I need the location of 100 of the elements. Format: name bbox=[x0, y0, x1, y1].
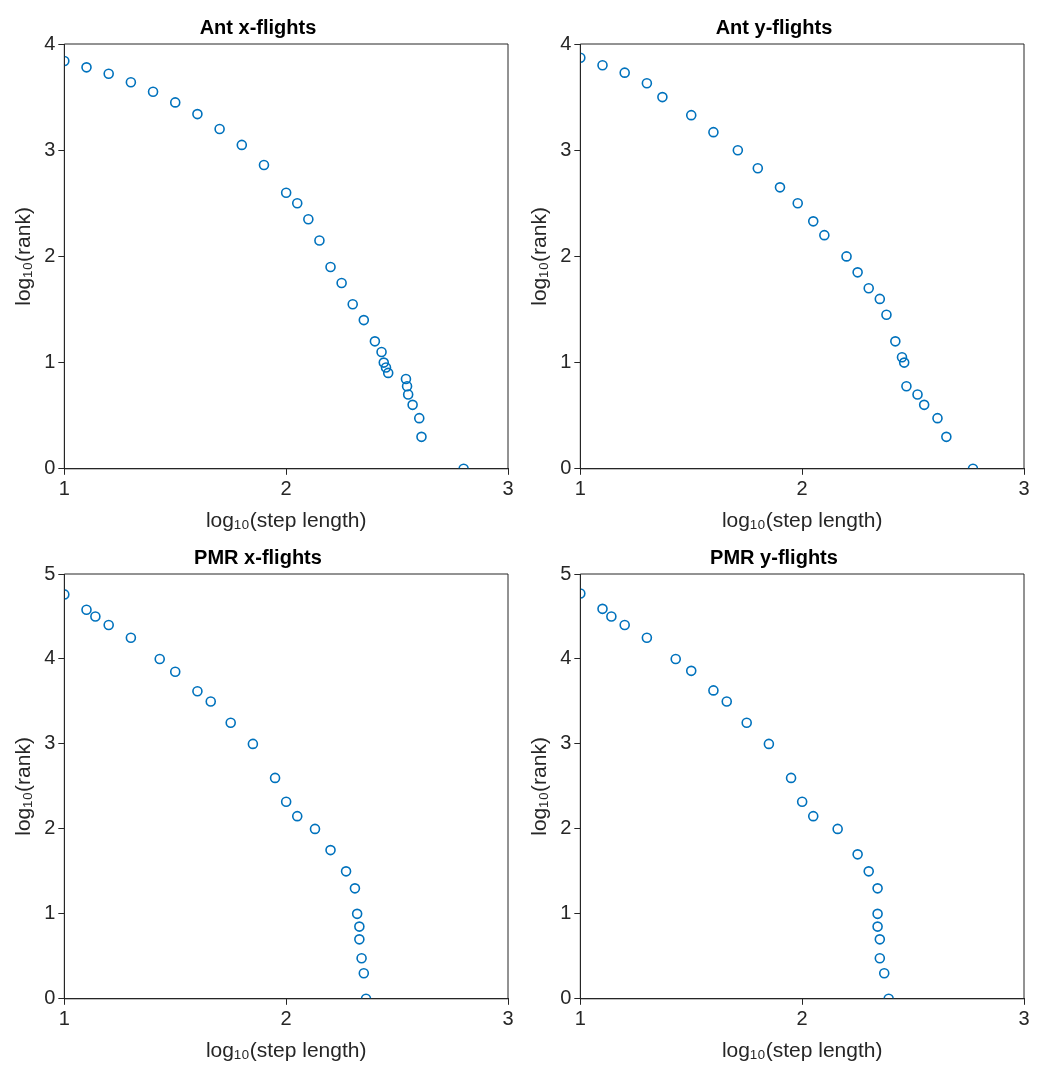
point bbox=[354, 934, 365, 945]
x-tick-label: 2 bbox=[280, 477, 292, 500]
y-tick-label: 2 bbox=[560, 243, 572, 266]
point bbox=[291, 198, 303, 209]
x-tick-label: 3 bbox=[1018, 1007, 1030, 1030]
y-tick-label: 3 bbox=[560, 731, 572, 754]
point bbox=[413, 412, 425, 424]
point bbox=[90, 611, 101, 622]
point bbox=[841, 251, 852, 262]
y-tick-label: 4 bbox=[44, 31, 56, 54]
point bbox=[314, 235, 325, 246]
y-tick-label: 2 bbox=[44, 243, 56, 266]
y-axis-title: log₁₀(rank) bbox=[11, 207, 35, 306]
chart-title: PMR y-flights bbox=[710, 545, 838, 568]
point bbox=[336, 277, 347, 289]
x-tick-label: 1 bbox=[574, 477, 586, 500]
point bbox=[619, 619, 630, 631]
point bbox=[351, 908, 363, 920]
point bbox=[619, 67, 630, 78]
y-tick-label: 4 bbox=[44, 646, 56, 669]
point bbox=[597, 59, 608, 71]
x-tick-label: 3 bbox=[1018, 477, 1030, 500]
point bbox=[918, 399, 930, 411]
y-tick-label: 1 bbox=[560, 901, 572, 924]
point bbox=[81, 62, 92, 73]
point bbox=[763, 738, 775, 750]
point bbox=[291, 810, 303, 822]
point bbox=[103, 68, 114, 80]
point bbox=[349, 883, 361, 894]
y-tick-label: 0 bbox=[560, 456, 572, 479]
y-tick-label: 0 bbox=[560, 986, 572, 1009]
x-tick-label: 3 bbox=[502, 477, 514, 500]
point bbox=[81, 604, 92, 615]
chart-title: Ant x-flights bbox=[199, 15, 317, 38]
point bbox=[325, 261, 336, 273]
point bbox=[192, 685, 203, 697]
point bbox=[872, 908, 883, 920]
point bbox=[214, 123, 225, 135]
point bbox=[863, 282, 875, 294]
point bbox=[258, 159, 270, 171]
point bbox=[807, 810, 819, 822]
point bbox=[807, 216, 819, 227]
point bbox=[347, 298, 359, 310]
x-tick-label: 3 bbox=[502, 1007, 514, 1030]
y-tick-label: 4 bbox=[560, 646, 572, 669]
point bbox=[378, 357, 390, 368]
point bbox=[269, 772, 281, 784]
y-axis-title: log₁₀(rank) bbox=[527, 737, 551, 836]
point bbox=[732, 144, 744, 156]
point bbox=[225, 717, 236, 728]
point bbox=[878, 967, 890, 979]
point bbox=[154, 653, 166, 665]
point bbox=[881, 309, 892, 321]
point bbox=[400, 373, 412, 385]
point bbox=[340, 866, 352, 877]
point bbox=[358, 967, 370, 979]
y-tick-label: 5 bbox=[560, 561, 572, 584]
point bbox=[721, 696, 733, 707]
point bbox=[932, 412, 943, 424]
y-tick-label: 2 bbox=[560, 816, 572, 839]
point bbox=[169, 666, 181, 677]
point bbox=[901, 380, 912, 392]
x-tick-label: 2 bbox=[280, 1007, 292, 1030]
point bbox=[872, 921, 883, 932]
point bbox=[685, 665, 697, 677]
point bbox=[103, 619, 114, 631]
point bbox=[896, 351, 908, 363]
point bbox=[874, 934, 886, 945]
x-axis-title: log₁₀(step length) bbox=[721, 508, 883, 532]
y-axis-title: log₁₀(rank) bbox=[11, 737, 35, 836]
point bbox=[785, 772, 797, 784]
y-tick-label: 3 bbox=[44, 137, 56, 160]
point bbox=[874, 952, 886, 964]
point bbox=[874, 293, 886, 305]
point bbox=[819, 229, 830, 241]
point bbox=[407, 399, 418, 411]
point bbox=[863, 866, 875, 877]
point bbox=[708, 685, 719, 696]
point bbox=[280, 187, 292, 198]
point bbox=[247, 738, 259, 750]
point bbox=[402, 389, 414, 400]
y-axis-title: log₁₀(rank) bbox=[527, 207, 551, 306]
point bbox=[641, 632, 653, 644]
chart-title: Ant y-flights bbox=[715, 15, 833, 38]
point bbox=[382, 367, 394, 379]
point bbox=[852, 849, 863, 860]
x-axis-title: log₁₀(step length) bbox=[205, 508, 367, 532]
point bbox=[401, 380, 413, 392]
x-tick-label: 1 bbox=[58, 477, 70, 500]
point bbox=[597, 603, 608, 615]
y-tick-label: 0 bbox=[44, 456, 56, 479]
point bbox=[606, 611, 617, 622]
y-tick-label: 0 bbox=[44, 986, 56, 1009]
point bbox=[192, 108, 203, 120]
x-tick-label: 1 bbox=[574, 1007, 586, 1030]
x-axis-title: log₁₀(step length) bbox=[205, 1038, 367, 1062]
x-tick-label: 1 bbox=[58, 1007, 70, 1030]
point bbox=[376, 346, 387, 358]
y-tick-label: 2 bbox=[44, 816, 56, 839]
point bbox=[356, 952, 367, 964]
